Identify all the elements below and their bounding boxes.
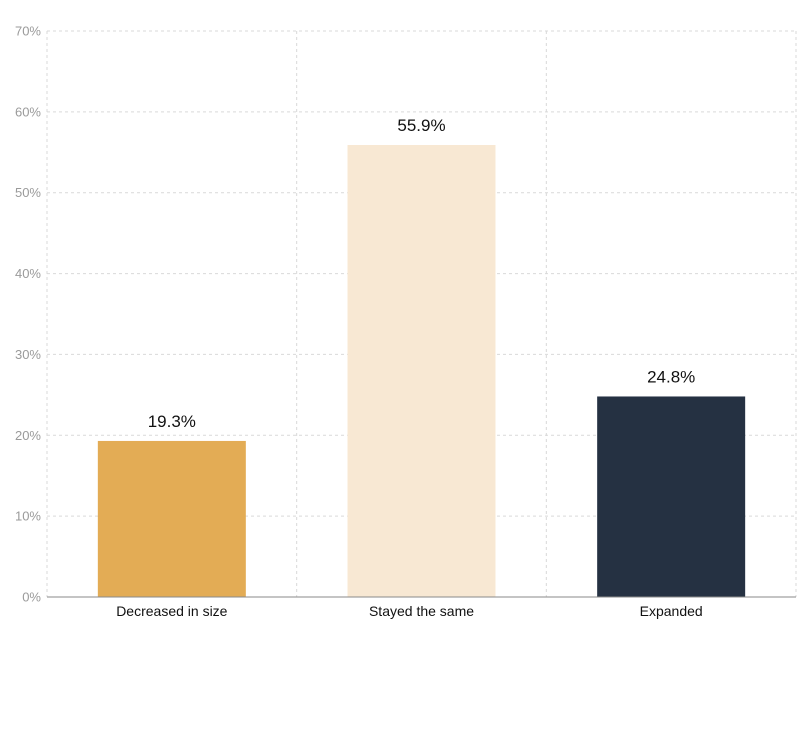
y-tick-label: 30% bbox=[15, 347, 41, 362]
y-tick-label: 60% bbox=[15, 104, 41, 119]
bar bbox=[597, 396, 746, 597]
y-tick-label: 50% bbox=[15, 185, 41, 200]
bar-value-label: 19.3% bbox=[148, 412, 196, 431]
bar bbox=[347, 145, 496, 597]
y-tick-label: 40% bbox=[15, 266, 41, 281]
y-tick-label: 20% bbox=[15, 428, 41, 443]
x-category-label: Stayed the same bbox=[369, 603, 474, 619]
y-axis-ticks: 0% 10% 20% 30% 40% 50% 60% 70% bbox=[15, 24, 41, 605]
bar bbox=[97, 440, 246, 597]
y-tick-label: 70% bbox=[15, 24, 41, 39]
x-category-label: Decreased in size bbox=[116, 603, 227, 619]
x-category-label: Expanded bbox=[640, 603, 703, 619]
y-tick-label: 10% bbox=[15, 509, 41, 524]
bars: 19.3% 55.9% 24.8% bbox=[97, 116, 746, 597]
bar-value-label: 24.8% bbox=[647, 367, 695, 386]
bar-value-label: 55.9% bbox=[397, 116, 445, 135]
y-tick-label: 0% bbox=[22, 590, 41, 605]
x-axis-labels: Decreased in size Stayed the same Expanded bbox=[116, 603, 703, 619]
